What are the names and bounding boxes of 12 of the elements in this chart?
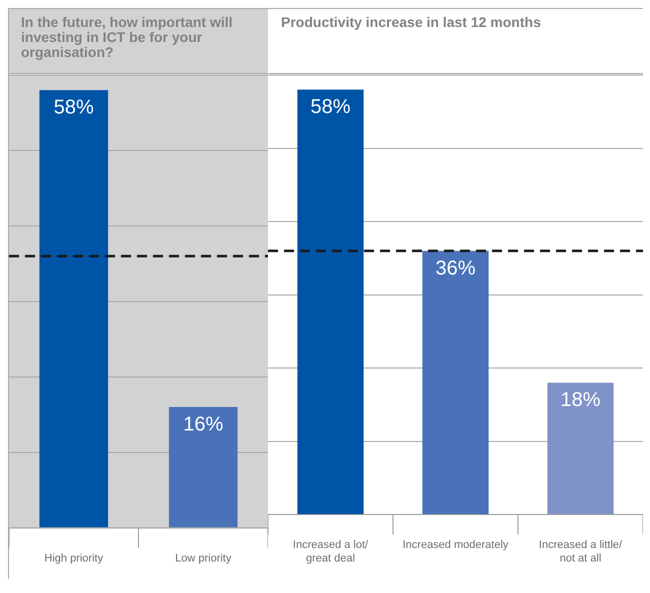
x-tick-label: High priority — [44, 552, 104, 564]
data-label: 58% — [310, 96, 351, 118]
chart-title: Productivity increase in last 12 months — [281, 14, 542, 30]
x-tick-label: Increased moderately — [402, 539, 509, 552]
data-label: 36% — [435, 257, 476, 280]
data-label: 58% — [54, 96, 94, 119]
x-tick-label: Increased a lot/ great deal — [292, 539, 370, 564]
chart-title: In the future, how important will investing in ICT be for your organisation? — [21, 14, 234, 60]
x-tick-label: Low priority — [175, 552, 232, 564]
data-label: 16% — [183, 414, 224, 436]
x-tick-label: Increased a little/ not at all — [538, 539, 624, 564]
data-label: 18% — [560, 389, 601, 412]
